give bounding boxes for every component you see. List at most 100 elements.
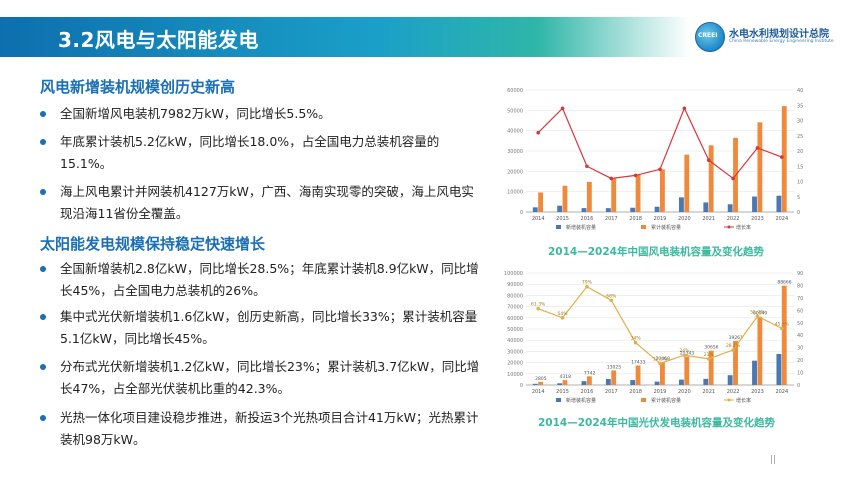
logo: CREEI 水电水利规划设计总院 China Renewable Energy … <box>695 22 845 52</box>
solar-heading: 太阳能发电规模保持稳定快速增长 <box>40 235 266 253</box>
x-tick-label: 2019 <box>654 389 667 395</box>
rate-point <box>780 155 784 159</box>
y-tick-label: 30000 <box>507 349 523 355</box>
x-tick-label: 2016 <box>581 216 594 222</box>
y2-tick-label: 10 <box>797 180 803 186</box>
wind-heading: 风电新增装机规模创历史新高 <box>40 78 236 96</box>
bar-cumulative <box>586 181 592 212</box>
bar-new <box>557 383 563 385</box>
y-tick-label: 20000 <box>507 169 523 175</box>
bar-cumulative <box>562 380 568 385</box>
y2-tick-label: 80 <box>797 283 803 289</box>
bar-data-label: 4318 <box>559 374 571 380</box>
solar-chart-caption: 2014—2024年中国光伏发电装机容量及变化趋势 <box>538 417 775 429</box>
bar-new <box>727 375 733 385</box>
x-tick-label: 2024 <box>775 389 788 395</box>
bar-new <box>727 204 733 212</box>
bar-new <box>605 379 611 385</box>
y2-tick-label: 15 <box>797 164 803 170</box>
bar-new <box>654 206 660 212</box>
x-tick-label: 2022 <box>727 216 740 222</box>
rate-line <box>537 285 783 365</box>
y2-tick-label: 10 <box>797 371 803 377</box>
bar-data-label: 7742 <box>584 370 596 376</box>
bar-data-label: 25343 <box>680 351 694 357</box>
bar-new <box>532 207 538 212</box>
y2-tick-label: 20 <box>797 149 803 155</box>
rate-point <box>682 106 687 111</box>
bar-cumulative <box>538 381 544 385</box>
y2-tick-label: 70 <box>797 296 803 302</box>
legend-swatch <box>641 225 646 229</box>
bar-new <box>630 207 636 212</box>
solar-bullet-4: 光热一体化项目建设稳步推进，新投运3个光热项目合计41万kW；光热累计装机98万… <box>40 407 480 451</box>
bar-cumulative <box>781 285 787 385</box>
bar-new <box>752 360 757 385</box>
wind-capacity-chart: 0100002000030000400005000060000051015202… <box>507 88 803 231</box>
bar-cumulative <box>757 122 763 212</box>
rate-data-label: 24% <box>679 348 690 354</box>
y2-tick-label: 35 <box>797 103 803 109</box>
rate-point <box>755 146 760 150</box>
bar-cumulative <box>684 356 690 385</box>
legend-label: 新增装机容量 <box>566 224 596 231</box>
y2-tick-label: 40 <box>797 333 803 339</box>
bar-cumulative <box>684 154 690 212</box>
rate-data-label: 45.5% <box>775 321 790 327</box>
bar-new <box>630 380 636 385</box>
bar-cumulative <box>611 178 617 212</box>
x-tick-label: 2017 <box>605 216 618 222</box>
bar-new <box>679 379 684 385</box>
y2-tick-label: 50 <box>797 321 803 327</box>
bar-data-label: 2805 <box>535 376 547 382</box>
legend-swatch <box>641 398 646 402</box>
y-tick-label: 0 <box>520 383 523 389</box>
y2-tick-label: 90 <box>797 271 803 277</box>
y-tick-label: 10000 <box>507 190 523 196</box>
rate-data-label: 34% <box>631 336 642 342</box>
bar-cumulative <box>708 350 714 385</box>
legend-marker <box>727 225 731 229</box>
x-tick-label: 2021 <box>702 216 715 222</box>
rate-point <box>609 176 614 181</box>
y-tick-label: 70000 <box>507 305 523 311</box>
x-tick-label: 2023 <box>751 216 764 222</box>
bar-cumulative <box>562 185 568 212</box>
legend-label: 增长率 <box>736 397 751 404</box>
rate-point <box>682 353 687 357</box>
x-tick-label: 2016 <box>581 389 594 395</box>
header-bar <box>0 17 690 57</box>
bar-new <box>776 353 782 385</box>
bullet-dot-icon <box>40 266 46 272</box>
y-tick-label: 80000 <box>507 293 523 299</box>
x-tick-label: 2021 <box>702 389 715 395</box>
bullet-dot-icon <box>40 364 46 370</box>
rate-point <box>731 348 735 352</box>
bullet-dot-icon <box>40 415 46 421</box>
rate-data-label: 54% <box>558 311 569 317</box>
wind-bullet-1: 全国新增风电装机7982万kW，同比增长5.5%。 <box>40 103 480 125</box>
x-tick-label: 2022 <box>727 389 740 395</box>
bar-cumulative <box>538 192 544 212</box>
x-tick-label: 2014 <box>532 389 545 395</box>
rate-data-label: 79% <box>582 280 593 286</box>
x-tick-label: 2014 <box>532 216 545 222</box>
bullet-dot-icon <box>40 189 46 195</box>
y2-tick-label: 30 <box>797 119 803 125</box>
bar-new <box>776 195 782 212</box>
y2-tick-label: 0 <box>797 210 800 216</box>
x-tick-label: 2015 <box>556 389 569 395</box>
y2-tick-label: 20 <box>797 358 803 364</box>
solar-bullet-3: 分布式光伏新增装机1.2亿kW，同比增长23%；累计装机3.7亿kW，同比增长4… <box>40 356 480 400</box>
rate-point <box>755 314 760 319</box>
y-tick-label: 90000 <box>507 282 523 288</box>
rate-point <box>560 106 565 111</box>
y-tick-label: 20000 <box>507 361 523 367</box>
page-marker: || <box>770 455 777 465</box>
rate-point <box>633 340 638 345</box>
x-tick-label: 2018 <box>629 389 642 395</box>
y-tick-label: 10000 <box>507 372 523 378</box>
bar-cumulative <box>757 316 763 385</box>
solar-bullet-1: 全国新增装机2.8亿kW，同比增长28.5%；年底累计装机8.9亿kW，同比增长… <box>40 258 480 302</box>
bar-cumulative <box>660 169 665 212</box>
